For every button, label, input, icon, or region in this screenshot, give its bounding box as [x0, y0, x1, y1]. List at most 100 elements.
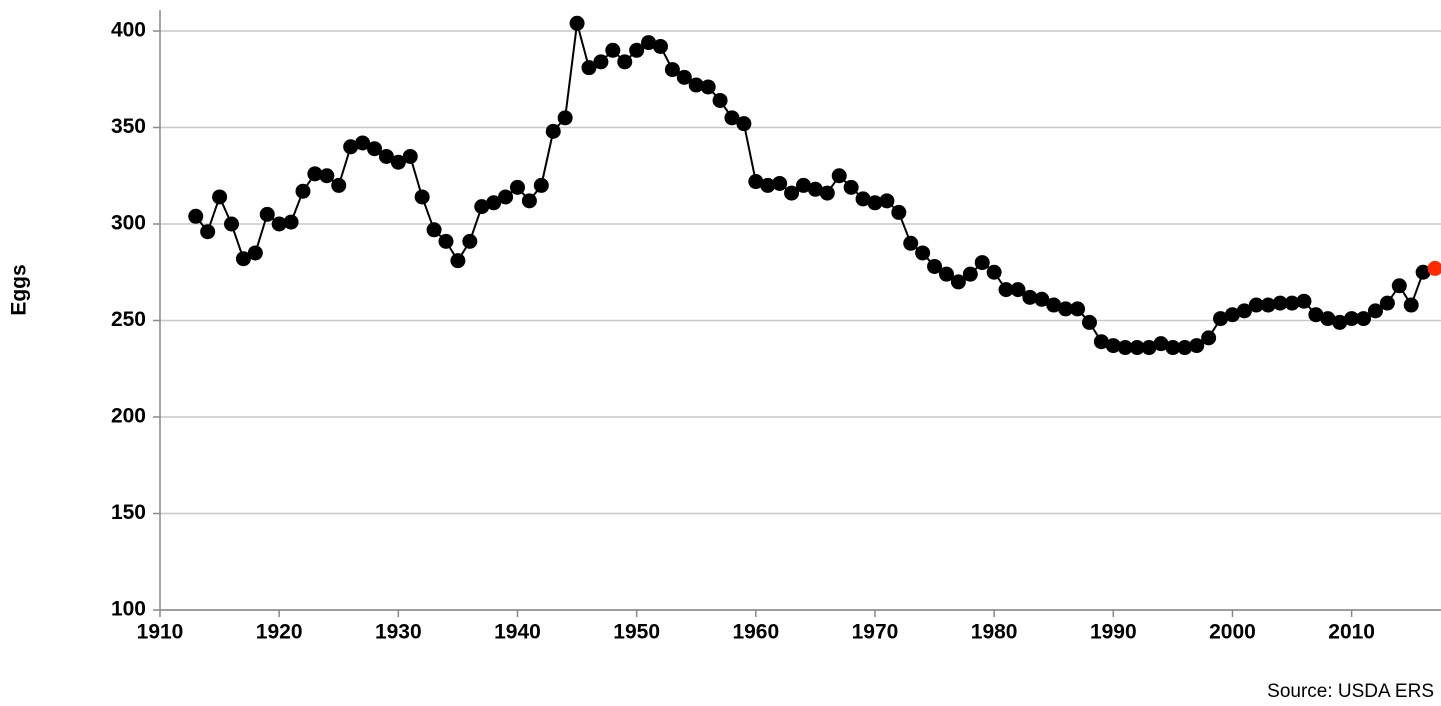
data-point: [1248, 297, 1264, 313]
data-point: [1129, 340, 1145, 356]
y-tick-label: 400: [111, 19, 146, 42]
data-point: [1356, 311, 1372, 327]
x-tick-label: 2000: [1209, 621, 1256, 644]
data-point: [1022, 289, 1038, 305]
data-point: [1379, 295, 1395, 311]
data-point: [438, 233, 454, 249]
x-tick-label: 1990: [1090, 621, 1137, 644]
y-tick-label: 100: [111, 598, 146, 621]
data-point: [283, 214, 299, 230]
data-point: [557, 110, 573, 126]
y-tick-label: 350: [111, 115, 146, 138]
data-point: [962, 266, 978, 282]
data-point: [927, 258, 943, 274]
data-point: [867, 195, 883, 211]
y-tick-label: 150: [111, 501, 146, 524]
data-point: [462, 233, 478, 249]
data-point: [795, 177, 811, 193]
data-point: [938, 266, 954, 282]
data-point: [807, 181, 823, 197]
data-point: [1141, 340, 1157, 356]
data-point: [652, 38, 668, 54]
data-point: [748, 174, 764, 190]
data-point: [617, 54, 633, 70]
data-point: [1093, 334, 1109, 350]
data-point: [188, 208, 204, 224]
data-point: [1189, 338, 1205, 354]
x-tick-label: 1960: [732, 621, 779, 644]
data-point: [259, 206, 275, 222]
data-point: [355, 135, 371, 151]
data-point: [569, 15, 585, 31]
data-point: [307, 166, 323, 182]
y-axis-label: Eggs: [8, 264, 31, 315]
data-point: [343, 139, 359, 155]
x-tick-label: 1940: [494, 621, 541, 644]
data-point: [950, 274, 966, 290]
data-point: [414, 189, 430, 205]
data-point: [712, 92, 728, 108]
data-point: [1320, 311, 1336, 327]
data-point: [509, 179, 525, 195]
data-point: [784, 185, 800, 201]
data-point: [247, 245, 263, 261]
data-point: [319, 168, 335, 184]
data-point: [724, 110, 740, 126]
data-point: [915, 245, 931, 261]
data-point: [1332, 314, 1348, 330]
x-tick-label: 2010: [1328, 621, 1375, 644]
data-point: [1367, 303, 1383, 319]
data-point: [819, 185, 835, 201]
data-point: [831, 168, 847, 184]
data-point: [1010, 282, 1026, 298]
data-point: [688, 77, 704, 93]
data-point: [1153, 336, 1169, 352]
data-point: [1236, 303, 1252, 319]
y-tick-label: 200: [111, 405, 146, 428]
data-point: [676, 69, 692, 85]
data-point: [629, 42, 645, 58]
data-point: [402, 148, 418, 164]
data-point: [605, 42, 621, 58]
data-point: [855, 191, 871, 207]
data-point: [1117, 340, 1133, 356]
data-point: [1201, 330, 1217, 346]
data-point: [450, 253, 466, 269]
data-point: [474, 199, 490, 215]
data-point: [271, 216, 287, 232]
data-point: [641, 35, 657, 51]
x-tick-label: 1930: [375, 621, 422, 644]
data-point: [295, 183, 311, 199]
data-point: [772, 175, 788, 191]
data-point: [223, 216, 239, 232]
data-point: [998, 282, 1014, 298]
x-tick-label: 1980: [971, 621, 1018, 644]
data-point: [1034, 291, 1050, 307]
data-point: [1224, 307, 1240, 323]
data-point: [1105, 338, 1121, 354]
data-point: [378, 148, 394, 164]
data-point: [903, 235, 919, 251]
y-tick-label: 250: [111, 308, 146, 331]
data-point: [521, 193, 537, 209]
data-point: [1213, 311, 1229, 327]
x-tick-label: 1970: [852, 621, 899, 644]
data-point: [235, 251, 251, 267]
x-tick-label: 1920: [256, 621, 303, 644]
data-point: [498, 189, 514, 205]
data-point: [843, 179, 859, 195]
data-point: [1308, 307, 1324, 323]
x-tick-label: 1950: [613, 621, 660, 644]
data-point: [1391, 278, 1407, 294]
data-point: [879, 193, 895, 209]
data-point: [760, 177, 776, 193]
data-point: [486, 195, 502, 211]
x-tick-label: 1910: [137, 621, 184, 644]
data-point: [533, 177, 549, 193]
data-point: [1058, 301, 1074, 317]
data-point: [700, 79, 716, 95]
data-point: [1081, 314, 1097, 330]
data-point: [736, 116, 752, 132]
data-point: [1344, 311, 1360, 327]
source-note: Source: USDA ERS: [1267, 681, 1434, 702]
